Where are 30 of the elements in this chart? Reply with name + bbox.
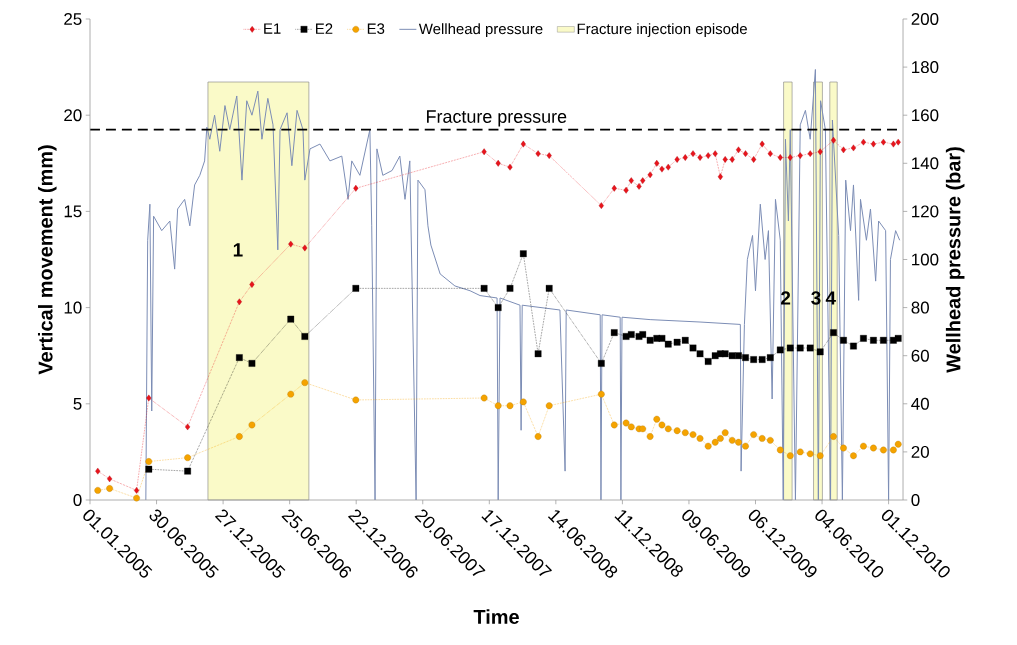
y2-tick-label: 160 [912,109,939,122]
y2-tick-label: 20 [911,445,929,458]
y-tick-label: 0 [73,494,82,506]
y2-tick-label: 40 [911,397,929,410]
y2-tick-label: 140 [912,157,939,170]
y2-tick-label: 120 [912,205,939,218]
annotation: 3 [811,291,821,305]
y-tick-label: 25 [64,13,82,25]
legend-label: Fracture injection episode [577,23,747,38]
legend-label: Wellhead pressure [418,23,543,38]
legend-label: E2 [316,23,333,34]
y2-tick-label: 200 [911,12,939,25]
y2-axis-title: Wellhead pressure (bar) [945,147,965,373]
ref-line-label: Fracture pressure [427,110,567,127]
y-tick-label: 5 [73,397,82,410]
y-tick-label: 10 [64,301,82,314]
legend-label: E3 [367,23,385,34]
y2-tick-label: 180 [912,61,939,74]
y2-tick-label: 60 [911,349,929,362]
annotation: 1 [233,243,243,257]
y-axis-title: Vertical movement (mm) [37,145,57,375]
y-tick-label: 15 [64,205,82,218]
annotation: 2 [781,291,791,305]
y2-tick-label: 100 [912,253,939,266]
y2-tick-label: 0 [911,494,920,506]
y-tick-label: 20 [64,109,82,122]
y2-tick-label: 80 [911,301,929,314]
x-axis-title: Time [473,609,519,624]
annotation: 4 [825,291,836,305]
legend-label: E1 [264,23,281,34]
